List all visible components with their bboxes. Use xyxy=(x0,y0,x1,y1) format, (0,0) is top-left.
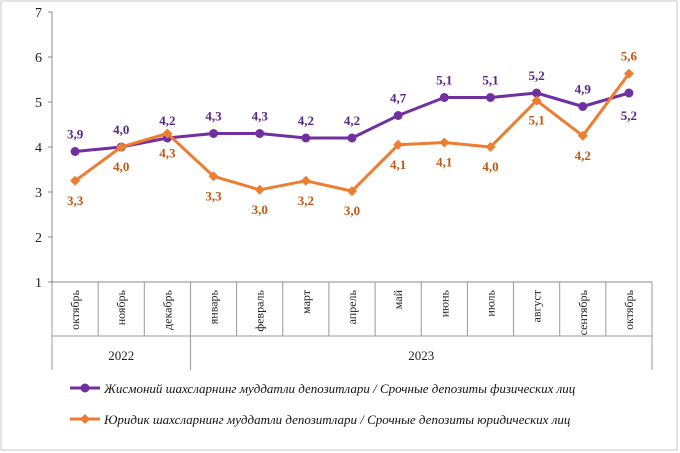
x-tick-label: март xyxy=(299,289,313,314)
y-tick-label: 3 xyxy=(35,186,42,201)
data-point xyxy=(208,171,219,182)
data-point xyxy=(439,93,449,102)
data-point xyxy=(255,129,265,138)
legend-label: Юридик шахсларнинг муддатли депозитлари … xyxy=(103,412,571,427)
data-point xyxy=(577,130,588,141)
data-point xyxy=(209,129,219,138)
data-label: 3,3 xyxy=(205,188,222,203)
data-point xyxy=(70,147,80,156)
data-label: 5,1 xyxy=(482,73,498,88)
x-tick-label: февраль xyxy=(253,289,267,331)
y-tick-label: 2 xyxy=(35,231,42,246)
data-label: 4,1 xyxy=(390,157,406,172)
legend-label: Жисмоний шахсларнинг муддатли депозитлар… xyxy=(103,381,576,396)
data-label: 5,2 xyxy=(528,68,544,83)
data-point xyxy=(393,139,404,150)
data-point xyxy=(254,184,265,195)
data-label: 5,6 xyxy=(621,49,638,64)
data-point xyxy=(578,102,588,111)
data-point xyxy=(623,68,634,79)
data-label: 3,0 xyxy=(252,202,268,217)
data-label: 4,0 xyxy=(113,122,129,137)
series-layer xyxy=(70,68,634,197)
y-tick-label: 5 xyxy=(35,96,42,111)
y-tick-label: 7 xyxy=(35,6,42,21)
data-point xyxy=(300,175,311,186)
x-tick-label: декабрь xyxy=(160,289,174,330)
data-label: 4,2 xyxy=(344,113,360,128)
data-point xyxy=(485,93,495,102)
data-label: 4,0 xyxy=(113,159,129,174)
data-point xyxy=(439,137,450,148)
data-point xyxy=(393,111,403,120)
data-point xyxy=(347,186,357,197)
data-label: 3,3 xyxy=(67,193,84,208)
x-tick-label: ноябрь xyxy=(114,289,128,325)
data-label: 4,2 xyxy=(298,113,314,128)
data-point xyxy=(116,142,127,152)
data-point xyxy=(531,95,542,106)
data-labels: 3,9 4,0 4,2 4,3 4,3 4,2 4,2 4,7 5,1 5,1 5,2 4,9 5,2 3… xyxy=(67,49,638,218)
year-label: 2023 xyxy=(408,348,434,363)
data-label: 4,9 xyxy=(575,82,592,97)
data-point xyxy=(162,128,173,139)
y-tick-label: 6 xyxy=(35,51,42,66)
data-point xyxy=(70,175,81,186)
data-label: 5,2 xyxy=(621,108,637,123)
x-tick-label: август xyxy=(530,289,544,322)
data-label: 3,0 xyxy=(344,203,360,218)
y-tick-label: 4 xyxy=(35,141,42,156)
data-label: 4,2 xyxy=(575,148,591,163)
legend-marker xyxy=(80,414,90,424)
x-tick-label: апрель xyxy=(345,289,359,324)
data-label: 4,2 xyxy=(159,113,175,128)
data-point xyxy=(347,133,357,143)
data-point xyxy=(532,88,542,98)
axes: 1 2 3 4 5 6 7 октябрь ноябрь декабрь январь февраль… xyxy=(35,6,653,370)
x-tick-label: октябрь xyxy=(622,289,636,329)
data-point xyxy=(301,133,311,143)
data-label: 3,2 xyxy=(298,193,314,208)
data-label: 4,3 xyxy=(205,109,222,124)
data-label: 4,0 xyxy=(482,159,498,174)
data-point xyxy=(624,88,634,98)
x-tick-label: сентябрь xyxy=(576,289,590,335)
data-label: 4,7 xyxy=(390,91,407,106)
data-label: 4,1 xyxy=(436,155,452,170)
x-tick-label: январь xyxy=(207,289,221,324)
x-tick-label: май xyxy=(391,289,405,309)
legend-marker xyxy=(80,383,90,393)
year-label: 2022 xyxy=(108,348,134,363)
data-label: 3,9 xyxy=(67,127,84,142)
legend: Жисмоний шахсларнинг муддатли депозитлар… xyxy=(70,381,576,427)
y-tick-label: 1 xyxy=(35,276,42,291)
data-label: 5,1 xyxy=(436,73,452,88)
x-tick-label: июнь xyxy=(437,289,451,317)
data-label: 4,3 xyxy=(252,109,269,124)
data-label: 5,1 xyxy=(528,113,544,128)
x-tick-label: октябрь xyxy=(68,289,82,329)
data-point xyxy=(485,142,496,152)
x-tick-label: июль xyxy=(483,289,497,316)
data-label: 4,3 xyxy=(159,146,176,161)
